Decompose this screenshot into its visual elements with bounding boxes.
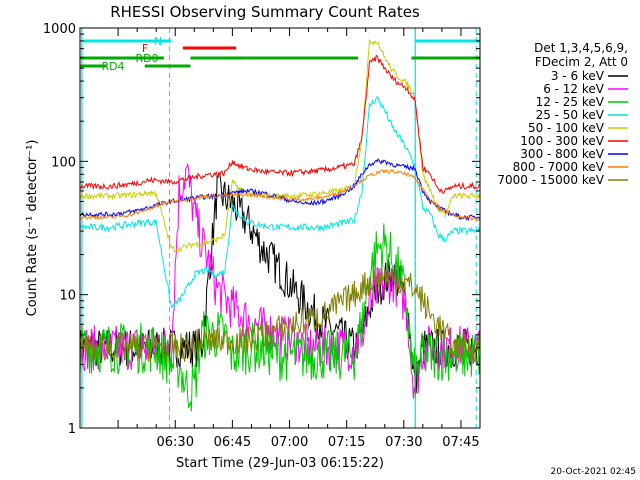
legend-label-3: 25 - 50 keV [536, 108, 605, 122]
x-tick-label-2: 07:00 [271, 435, 308, 450]
legend-label-4: 50 - 100 keV [528, 121, 605, 135]
legend: Det 1,3,4,5,6,9, FDecim 2, Att 0 3 - 6 k… [497, 41, 628, 187]
series-line-7 [80, 169, 480, 222]
y-tick-label-0: 1 [68, 422, 76, 437]
legend-header-2: FDecim 2, Att 0 [535, 55, 628, 69]
series-line-3 [80, 96, 480, 309]
plot-frame [79, 27, 481, 429]
flag-label-n: N [154, 35, 162, 48]
flag-label-rd4: RD4 [101, 60, 124, 73]
x-axis-ticks: 06:30 06:45 07:00 07:15 07:30 07:45 [117, 28, 480, 450]
x-tick-label-3: 07:15 [328, 435, 365, 450]
timestamp: 20-Oct-2021 02:45 [551, 467, 636, 477]
legend-label-6: 300 - 800 keV [520, 147, 604, 161]
series-line-2 [80, 223, 480, 412]
series-line-5 [80, 54, 480, 194]
y-tick-label-3: 1000 [43, 22, 76, 37]
x-tick-label-5: 07:45 [442, 435, 479, 450]
legend-label-0: 3 - 6 keV [551, 69, 605, 83]
x-tick-label-4: 07:30 [385, 435, 422, 450]
legend-label-8: 7000 - 15000 keV [497, 173, 604, 187]
x-tick-label-1: 06:45 [214, 435, 251, 450]
legend-label-1: 6 - 12 keV [543, 82, 605, 96]
chart-title: RHESSI Observing Summary Count Rates [110, 3, 420, 21]
legend-label-5: 100 - 300 keV [520, 134, 604, 148]
y-axis-label: Count Rate (s⁻¹ detector⁻¹) [25, 140, 40, 317]
series-line-8 [80, 268, 480, 363]
series-line-1 [80, 162, 480, 399]
legend-label-7: 800 - 7000 keV [513, 160, 605, 174]
flag-label-f: F [142, 42, 148, 55]
x-tick-label-0: 06:30 [157, 435, 194, 450]
y-axis-ticks: 1 10 100 1000 [43, 22, 480, 437]
legend-header-1: Det 1,3,4,5,6,9, [534, 41, 628, 55]
flag-label-rd0: RD0 [135, 52, 158, 65]
legend-label-2: 12 - 25 keV [536, 95, 605, 109]
y-tick-label-1: 10 [59, 289, 76, 304]
x-axis-label: Start Time (29-Jun-03 06:15:22) [176, 456, 384, 471]
y-tick-label-2: 100 [51, 155, 76, 170]
